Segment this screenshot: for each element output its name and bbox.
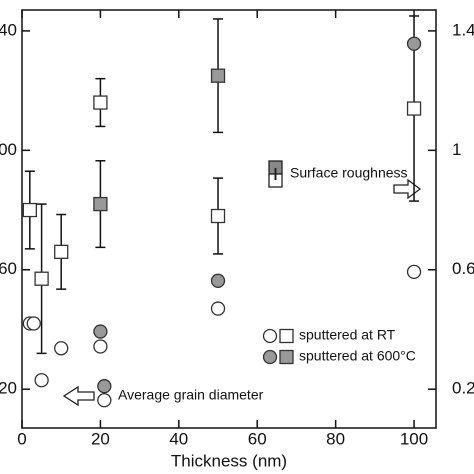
x-tick-label: 40 — [169, 429, 188, 448]
grain-point — [93, 324, 108, 339]
y2-tick-label: 0.2 — [452, 379, 474, 398]
grain-point — [406, 36, 422, 51]
legend-marker — [262, 328, 278, 344]
grain-point — [93, 339, 108, 354]
x-tick-label: 60 — [248, 429, 267, 448]
grain-point — [210, 273, 226, 288]
roughness-point — [406, 101, 422, 116]
grain-point — [210, 301, 226, 316]
y2-tick-label: 0.6 — [452, 259, 474, 278]
roughness-point — [210, 68, 226, 83]
x-tick-label: 80 — [326, 429, 345, 448]
legend-label: sputtered at RT — [299, 327, 396, 343]
y2-tick-label: 1 — [452, 140, 461, 159]
roughness-point — [34, 271, 49, 286]
y-tick-label: 140 — [0, 20, 17, 39]
grain-point — [97, 379, 112, 394]
annotation: Surface roughness — [290, 165, 408, 181]
roughness-point — [210, 208, 226, 224]
x-axis-label: Thickness (nm) — [171, 451, 287, 470]
plot-frame — [21, 9, 437, 429]
legend-marker — [279, 349, 294, 365]
y-tick-label: 60 — [0, 259, 17, 278]
arrow-right — [393, 178, 422, 200]
arrow-left — [62, 385, 95, 407]
legend-label: sputtered at 600°C — [299, 348, 416, 364]
grain-point — [26, 316, 41, 331]
x-tick-label: 100 — [400, 429, 428, 448]
x-tick-label: 20 — [91, 429, 110, 448]
roughness-key — [268, 160, 283, 188]
grain-point — [97, 393, 112, 408]
grain-point — [34, 373, 49, 388]
legend-marker — [279, 328, 294, 344]
x-tick-label: 0 — [17, 429, 26, 448]
roughness-point — [93, 196, 108, 212]
legend-marker — [262, 349, 278, 365]
roughness-point — [54, 244, 69, 259]
annotation: Average grain diameter — [118, 387, 264, 403]
grain-point — [54, 341, 69, 356]
grain-point — [406, 264, 422, 279]
y-tick-label: 100 — [0, 140, 17, 159]
y-tick-label: 20 — [0, 379, 17, 398]
roughness-point — [93, 95, 108, 110]
roughness-point — [22, 202, 37, 218]
y2-tick-label: 1.4 — [452, 20, 474, 39]
